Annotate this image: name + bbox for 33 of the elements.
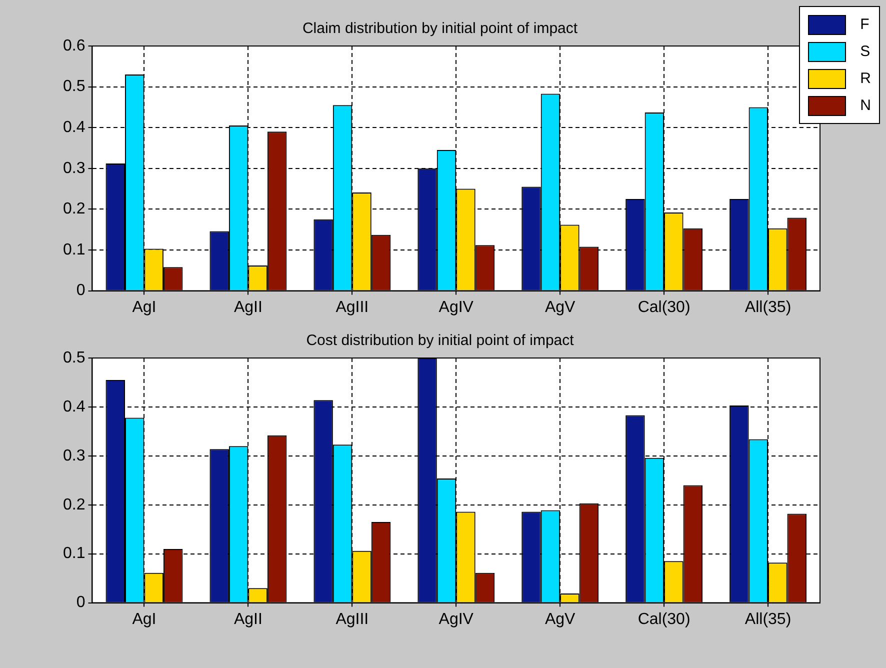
x-tick-label: AgIII (336, 298, 369, 316)
x-tick-label: All(35) (744, 610, 792, 628)
y-tick-label: 0 (76, 594, 86, 612)
y-tick-label: 0 (76, 282, 86, 300)
x-tick-label: AgII (234, 610, 262, 628)
y-tick-label: 0.1 (62, 241, 86, 258)
x-tick-label: Cal(30) (638, 610, 690, 628)
x-tick-label: AgIV (438, 298, 474, 316)
legend-label: S (860, 43, 870, 60)
y-tick-label: 0.6 (62, 37, 86, 54)
chart-title: Claim distribution by initial point of impact (302, 20, 578, 38)
y-tick-label: 0.3 (62, 160, 86, 177)
x-tick-label: AgV (544, 610, 576, 628)
x-tick-label: All(35) (744, 298, 792, 316)
y-tick-label: 0.3 (62, 447, 86, 464)
x-tick-label: AgIII (336, 610, 369, 628)
y-tick-label: 0.5 (62, 78, 86, 96)
x-tick-label: AgI (132, 610, 156, 628)
x-tick-label: Cal(30) (638, 298, 690, 316)
x-tick-label: AgIV (438, 610, 474, 628)
chart-title: Cost distribution by initial point of impact (306, 332, 575, 350)
y-tick-label: 0.2 (62, 496, 86, 514)
y-tick-label: 0.1 (62, 545, 86, 562)
x-tick-label: AgII (234, 298, 262, 316)
x-tick-label: AgV (544, 298, 576, 316)
legend-label: N (860, 97, 871, 114)
y-tick-label: 0.4 (62, 119, 86, 136)
y-tick-label: 0.2 (62, 200, 86, 218)
x-tick-label: AgI (132, 298, 156, 316)
y-tick-label: 0.5 (62, 349, 86, 366)
legend-label: R (860, 70, 871, 87)
legend-label: F (860, 16, 870, 33)
y-tick-label: 0.4 (62, 398, 86, 416)
